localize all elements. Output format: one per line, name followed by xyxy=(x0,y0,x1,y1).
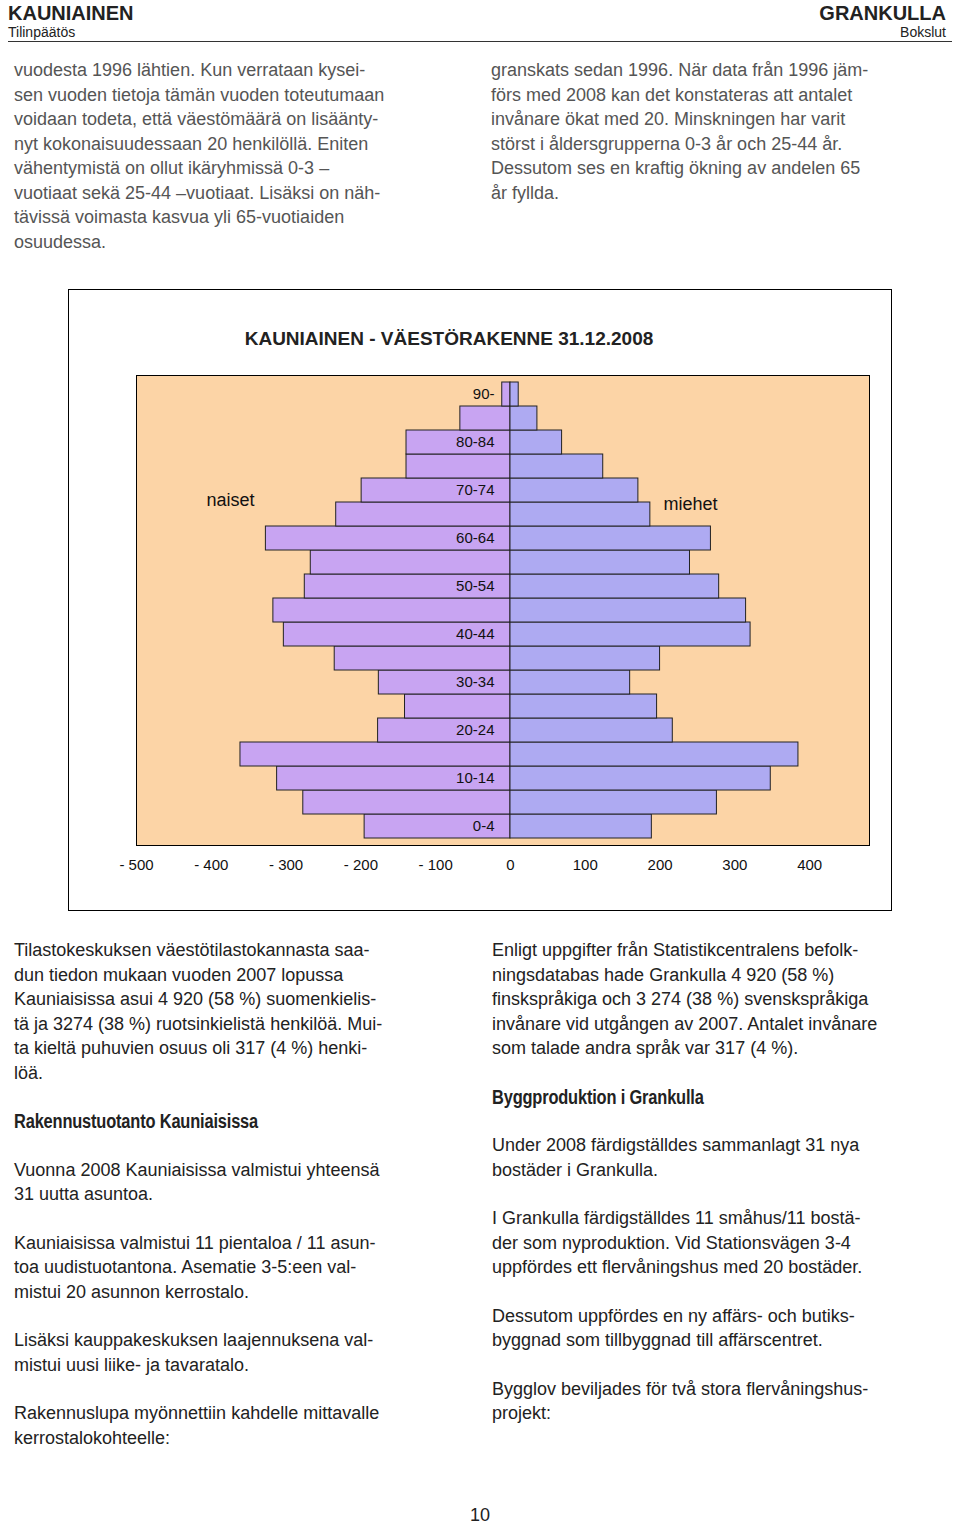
svg-text:- 400: - 400 xyxy=(194,856,228,873)
html-text:10: 10 xyxy=(470,1505,490,1525)
html-text:Kauniaisissa asui 4 920 (58 %): Kauniaisissa asui 4 920 (58 %) suomenkie… xyxy=(14,989,377,1009)
html-text:kerrostalokohteelle:: kerrostalokohteelle: xyxy=(14,1427,171,1448)
svg-text:60-64: 60-64 xyxy=(456,529,494,546)
html-text:invånare ökat med 20. Minsknin: invånare ökat med 20. Minskningen har va… xyxy=(491,109,846,129)
html-text:I Grankulla färdigställdes 11: I Grankulla färdigställdes 11 småhus/11 … xyxy=(492,1208,861,1228)
svg-text:- 200: - 200 xyxy=(344,856,378,873)
html-text:KAUNIAINEN - VÄESTÖRAKENNE 31.: KAUNIAINEN - VÄESTÖRAKENNE 31.12.2008 xyxy=(244,328,654,349)
html-text:Kauniaisissa valmistui 11 pien: Kauniaisissa valmistui 11 pientaloa / 11… xyxy=(14,1232,376,1253)
html-text:förs med 2008 kan det konstate: förs med 2008 kan det konstateras att an… xyxy=(491,84,853,105)
html-text:tä ja 3274 (38 %) ruotsinkieli: tä ja 3274 (38 %) ruotsinkielistä henkil… xyxy=(14,1013,383,1034)
html-text:voidaan todeta, että väestömää: voidaan todeta, että väestömäärä on lisä… xyxy=(14,109,379,129)
html-text:Under 2008 färdigställdes samm: Under 2008 färdigställdes sammanlagt 31 … xyxy=(492,1135,860,1155)
html-text:år fyllda.: år fyllda. xyxy=(491,182,559,203)
html-text:Vuonna 2008 Kauniaisissa valmi: Vuonna 2008 Kauniaisissa valmistui yhtee… xyxy=(14,1159,380,1180)
html-text:projekt:: projekt: xyxy=(492,1403,551,1423)
html-text:Dessutom uppfördes en ny affär: Dessutom uppfördes en ny affärs- och but… xyxy=(492,1305,855,1326)
svg-text:0: 0 xyxy=(506,856,514,873)
html-text:Byggproduktion i Grankulla: Byggproduktion i Grankulla xyxy=(492,1085,704,1108)
html-text:störst i åldersgrupperna 0-3 å: störst i åldersgrupperna 0-3 år och 25-4… xyxy=(491,133,843,154)
html-text:vähentymistä on ollut ikäryhmi: vähentymistä on ollut ikäryhmissä 0-3 – xyxy=(14,158,330,178)
svg-text:- 500: - 500 xyxy=(119,856,153,873)
html-text:toa uudistuotantona. Asematie: toa uudistuotantona. Asematie 3-5:een va… xyxy=(14,1257,357,1277)
html-text:tävissä voimasta kasvua yli 65: tävissä voimasta kasvua yli 65-vuotiaide… xyxy=(14,207,345,227)
svg-text:100: 100 xyxy=(573,856,598,873)
html-text:der som nyproduktion. Vid Stat: der som nyproduktion. Vid Stationsvägen … xyxy=(492,1232,851,1253)
html-text:som talade andra språk var 317: som talade andra språk var 317 (4 %). xyxy=(492,1038,799,1058)
html-text:GRANKULLA: GRANKULLA xyxy=(819,2,946,24)
svg-text:10-14: 10-14 xyxy=(456,769,494,786)
svg-text:40-44: 40-44 xyxy=(456,625,494,642)
svg-text:50-54: 50-54 xyxy=(456,577,494,594)
html-text:Rakennuslupa myönnettiin kahde: Rakennuslupa myönnettiin kahdelle mittav… xyxy=(14,1403,380,1423)
html-text:Dessutom ses en kraftig ökning: Dessutom ses en kraftig ökning av andele… xyxy=(491,158,861,178)
svg-text:200: 200 xyxy=(648,856,673,873)
html-text:Tilinpäätös: Tilinpäätös xyxy=(8,24,76,40)
html-text:Bygglov beviljades för två sto: Bygglov beviljades för två stora flervån… xyxy=(492,1378,869,1399)
html-text:granskats sedan 1996. När data: granskats sedan 1996. När data från 1996… xyxy=(491,60,869,80)
html-text:sen vuoden tietoja tämän vuode: sen vuoden tietoja tämän vuoden toteutum… xyxy=(14,84,385,105)
html-text:osuudessa.: osuudessa. xyxy=(14,231,107,252)
svg-text:20-24: 20-24 xyxy=(456,721,494,738)
svg-text:80-84: 80-84 xyxy=(456,433,494,450)
html-text:Bokslut: Bokslut xyxy=(900,24,946,40)
html-text:nyt kokonaisuudessaan 20 henki: nyt kokonaisuudessaan 20 henkilöllä. Eni… xyxy=(14,133,369,154)
html-text:ta kieltä puhuvien osuus oli 3: ta kieltä puhuvien osuus oli 317 (4 %) h… xyxy=(14,1038,368,1058)
html-text:ningsdatabas hade Grankulla 4: ningsdatabas hade Grankulla 4 920 (58 %) xyxy=(492,964,835,985)
svg-text:- 100: - 100 xyxy=(419,856,453,873)
html-text:finskspråkiga och 3 274 (38 %): finskspråkiga och 3 274 (38 %) svenskspr… xyxy=(492,989,869,1009)
svg-text:70-74: 70-74 xyxy=(456,481,494,498)
html-text:uppfördes ett flervåningshus m: uppfördes ett flervåningshus med 20 bost… xyxy=(492,1257,863,1277)
html-text:byggnad som tillbyggnad till a: byggnad som tillbyggnad till affärscentr… xyxy=(492,1330,823,1350)
html-text:31 uutta asuntoa.: 31 uutta asuntoa. xyxy=(14,1184,154,1204)
html-text:Rakennustuotanto Kauniaisissa: Rakennustuotanto Kauniaisissa xyxy=(14,1110,258,1132)
svg-text:0-4: 0-4 xyxy=(473,817,495,834)
html-text:dun tiedon mukaan vuoden 2007: dun tiedon mukaan vuoden 2007 lopussa xyxy=(14,964,344,985)
html-text:KAUNIAINEN: KAUNIAINEN xyxy=(8,2,134,24)
html-text:Lisäksi kauppakeskuksen laajen: Lisäksi kauppakeskuksen laajennuksena va… xyxy=(14,1330,374,1350)
svg-text:miehet: miehet xyxy=(663,494,717,514)
svg-text:400: 400 xyxy=(797,856,822,873)
html-text:Tilastokeskuksen väestötilasto: Tilastokeskuksen väestötilastokannasta s… xyxy=(14,940,370,960)
svg-text:- 300: - 300 xyxy=(269,856,303,873)
html-text:Enligt uppgifter från Statisti: Enligt uppgifter från Statistikcentralen… xyxy=(492,940,859,960)
html-text:bostäder i Grankulla.: bostäder i Grankulla. xyxy=(492,1159,659,1180)
html-text:vuotiaat sekä 25-44 –vuotiaat.: vuotiaat sekä 25-44 –vuotiaat. Lisäksi o… xyxy=(14,182,381,203)
svg-text:90-: 90- xyxy=(473,385,495,402)
html-text:mistui uusi liike- ja tavarata: mistui uusi liike- ja tavaratalo. xyxy=(14,1354,250,1375)
html-text:mistui 20 asunnon kerrostalo.: mistui 20 asunnon kerrostalo. xyxy=(14,1281,250,1302)
html-text:vuodesta 1996 lähtien. Kun ver: vuodesta 1996 lähtien. Kun verrataan kys… xyxy=(14,60,366,80)
html-text:invånare vid utgången av 2007.: invånare vid utgången av 2007. Antalet i… xyxy=(492,1013,878,1034)
html-text:löä.: löä. xyxy=(14,1062,43,1083)
svg-text:naiset: naiset xyxy=(207,490,255,510)
svg-text:300: 300 xyxy=(722,856,747,873)
svg-text:30-34: 30-34 xyxy=(456,673,494,690)
